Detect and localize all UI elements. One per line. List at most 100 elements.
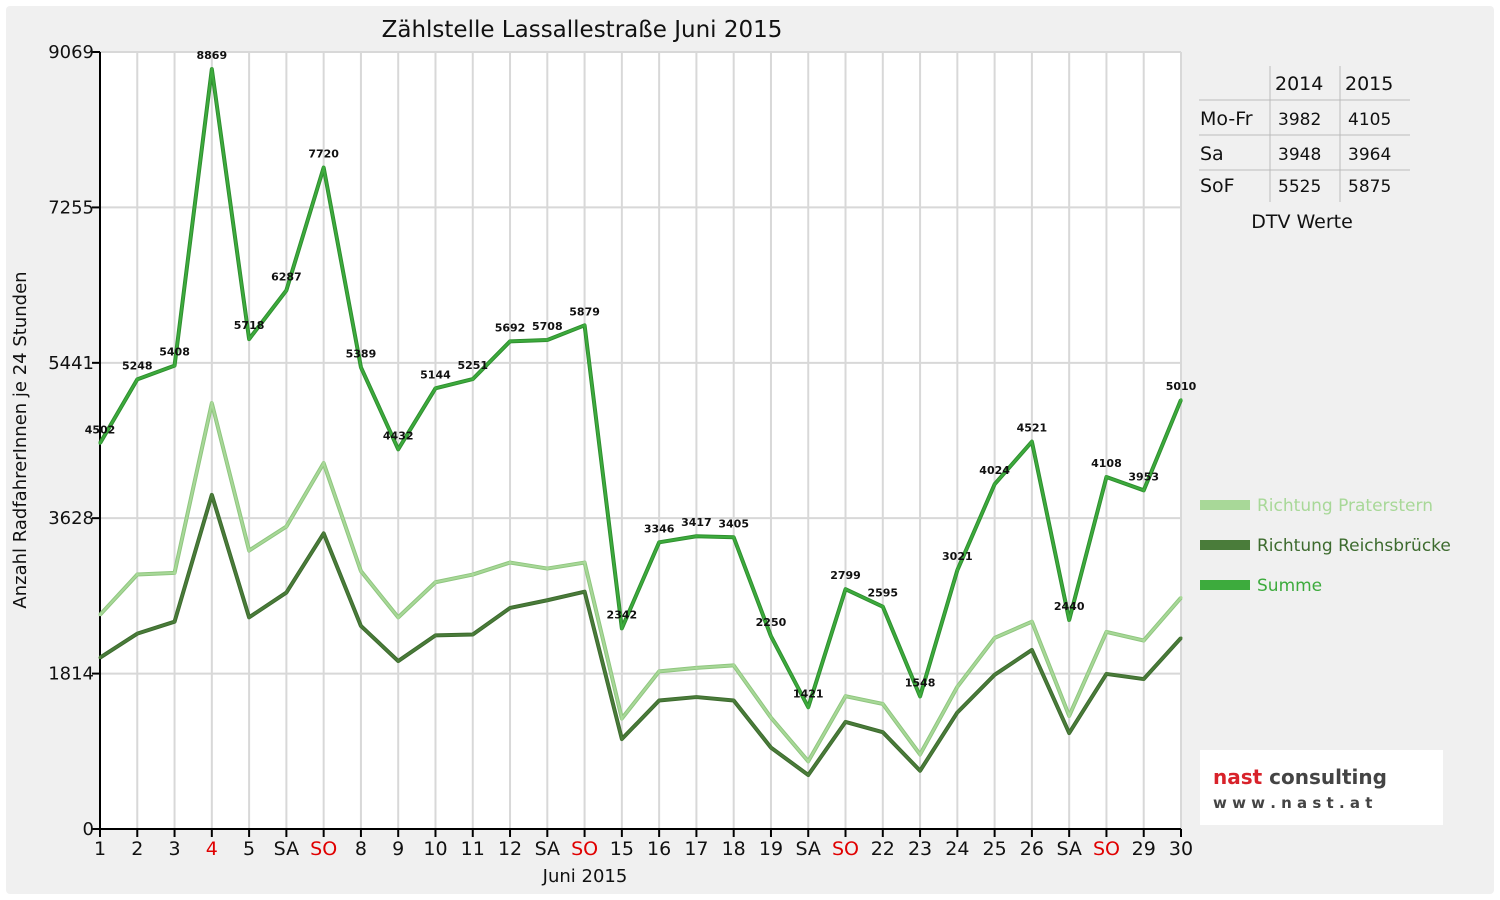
data-label: 2250	[756, 616, 787, 629]
data-point	[993, 673, 997, 677]
x-axis-label: Juni 2015	[542, 866, 628, 887]
x-tick-label: 5	[243, 838, 255, 860]
legend-label-summe: Summe	[1257, 576, 1322, 596]
data-point	[657, 698, 661, 702]
data-point	[1030, 620, 1034, 624]
data-point	[1104, 672, 1108, 676]
x-tick-label: SA	[1056, 838, 1081, 860]
data-point	[135, 573, 139, 577]
y-tick-label: 9069	[48, 42, 94, 63]
logo-line1: nast consulting	[1213, 765, 1387, 789]
data-point	[247, 549, 251, 553]
y-tick-label: 0	[83, 819, 94, 840]
data-point	[284, 591, 288, 595]
y-tick-label: 5441	[48, 353, 94, 374]
data-label: 4432	[383, 429, 414, 442]
dtv-cell: 3982	[1278, 110, 1321, 130]
data-point	[769, 716, 773, 720]
data-point	[620, 716, 624, 720]
data-point	[433, 386, 437, 390]
data-point	[173, 364, 177, 368]
data-point	[1030, 440, 1034, 444]
series-line-summe	[99, 68, 1182, 709]
data-point	[210, 401, 214, 405]
data-point	[1142, 639, 1146, 643]
x-tick-label: 19	[759, 838, 783, 860]
data-point	[433, 633, 437, 637]
dtv-cell: 3964	[1348, 145, 1391, 165]
x-tick-label: 26	[1020, 838, 1044, 860]
data-label: 3953	[1128, 470, 1159, 483]
data-point	[1067, 714, 1071, 718]
data-point	[471, 573, 475, 577]
legend-swatch-reichsbruecke	[1200, 540, 1250, 550]
y-tick-label: 3628	[48, 508, 94, 529]
data-point	[396, 659, 400, 663]
data-label: 5010	[1166, 380, 1197, 393]
data-point	[98, 656, 102, 660]
data-label: 6287	[271, 270, 302, 283]
x-tick-label: 23	[908, 838, 932, 860]
data-point	[1104, 475, 1108, 479]
legend-swatch-praterstern	[1200, 500, 1250, 510]
data-point	[918, 752, 922, 756]
data-point	[173, 571, 177, 575]
data-labels: 4502 5248 5408 8869 5718 6287 7720 5389 4432 5144…	[85, 49, 1197, 700]
data-label: 2342	[607, 608, 638, 621]
data-point	[955, 710, 959, 714]
data-point	[732, 535, 736, 539]
x-tick-label: 4	[206, 838, 218, 860]
data-label: 5144	[420, 368, 451, 381]
legend-label-reichsbruecke: Richtung Reichsbrücke	[1257, 536, 1451, 556]
data-point	[135, 377, 139, 381]
dtv-row-label: Sa	[1200, 143, 1224, 165]
data-point	[322, 531, 326, 535]
data-point	[545, 338, 549, 342]
data-label: 5389	[346, 347, 377, 360]
data-point	[210, 67, 214, 71]
data-label: 2799	[830, 569, 861, 582]
data-point	[769, 634, 773, 638]
x-tick-label: 25	[983, 838, 1007, 860]
data-label: 1548	[905, 676, 936, 689]
logo-line2: w w w . n a s t . a t	[1213, 794, 1372, 812]
data-label: 5692	[495, 321, 526, 334]
data-point	[993, 636, 997, 640]
x-tick-label: 11	[461, 838, 485, 860]
data-point	[1142, 677, 1146, 681]
x-tick-label: 18	[722, 838, 746, 860]
data-point	[1179, 596, 1183, 600]
x-tick-label: SO	[1093, 838, 1120, 860]
x-tick-label: 3	[169, 838, 181, 860]
x-tick-label: SA	[274, 838, 299, 860]
x-tick-label: 2	[131, 838, 143, 860]
x-tick-label: 17	[684, 838, 708, 860]
dtv-cell: 4105	[1348, 110, 1391, 130]
data-label: 5879	[569, 305, 600, 318]
data-point	[694, 666, 698, 670]
x-tick-label: 30	[1169, 838, 1193, 860]
chart-title: Zählstelle Lassallestraße Juni 2015	[382, 17, 783, 43]
data-label: 4108	[1091, 457, 1122, 470]
data-point	[359, 365, 363, 369]
x-tick-label: 22	[871, 838, 895, 860]
data-point	[210, 493, 214, 497]
dtv-row-label: SoF	[1200, 175, 1235, 197]
data-point	[322, 166, 326, 170]
data-point	[173, 620, 177, 624]
data-label: 2595	[867, 587, 898, 600]
data-label: 3405	[718, 517, 749, 530]
legend-swatch-summe	[1200, 580, 1250, 590]
data-point	[284, 288, 288, 292]
data-point	[620, 626, 624, 630]
data-point	[98, 613, 102, 617]
data-label: 4502	[85, 423, 116, 436]
data-point	[471, 377, 475, 381]
data-label: 3417	[681, 516, 712, 529]
data-point	[508, 339, 512, 343]
y-ticks: 0 1814 3628 5441 7255 9069	[48, 42, 94, 840]
dtv-cell: 5875	[1348, 177, 1391, 197]
x-tick-label: SO	[310, 838, 337, 860]
series-line-richtung-praterstern	[99, 402, 1182, 763]
